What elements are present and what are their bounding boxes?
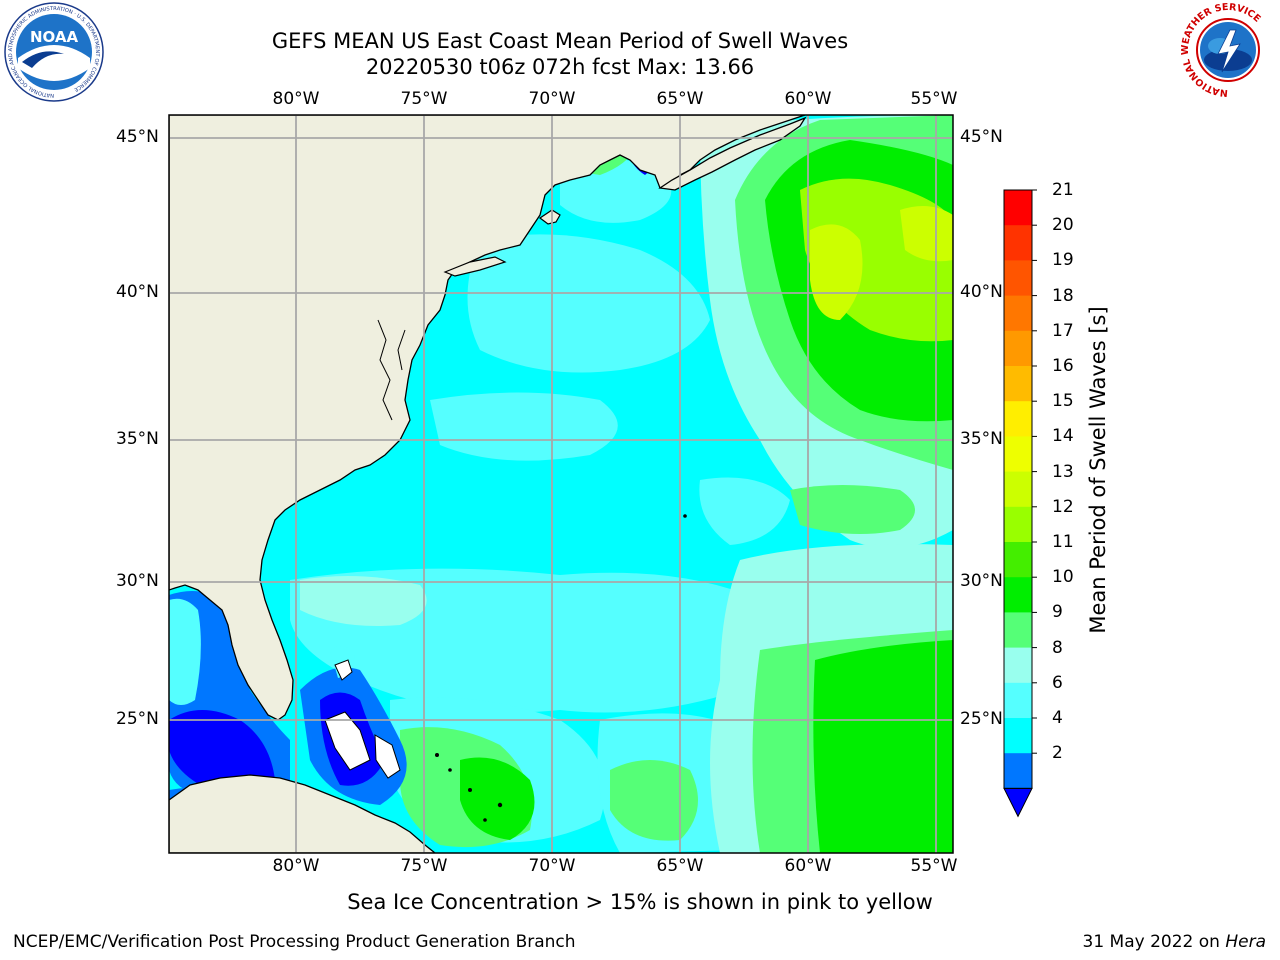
lon-label-top-65w: 65°W: [656, 89, 704, 109]
colorbar-segment: [1004, 753, 1032, 789]
footer-credit: NCEP/EMC/Verification Post Processing Pr…: [13, 932, 576, 952]
chesapeake-bay: [377, 319, 406, 421]
lat-label-left-30n: 30°N: [116, 571, 159, 591]
lat-label-right-35n: 35°N: [960, 429, 1003, 449]
colorbar-tick-label: 2: [1052, 743, 1063, 764]
period-band-12-13: [810, 206, 953, 320]
colorbar-tick-label: 6: [1052, 672, 1063, 693]
colorbar-segment: [1004, 401, 1032, 437]
lon-label-top-80w: 80°W: [272, 89, 320, 109]
colorbar-tick-label: 4: [1052, 708, 1063, 728]
colorbar-segment: [1004, 506, 1032, 543]
lat-label-right-45n: 45°N: [960, 127, 1003, 147]
lon-label-top-60w: 60°W: [784, 89, 832, 109]
footer-machine: Hera: [1225, 932, 1266, 952]
map-subtitle: 20220530 t06z 072h fcst Max: 13.66: [365, 55, 755, 79]
lat-label-right-40n: 40°N: [960, 282, 1003, 302]
colorbar-tick-label: 21: [1052, 180, 1074, 200]
colorbar-segment: [1004, 436, 1032, 473]
colorbar-segment: [1004, 366, 1032, 402]
colorbar-tick-label: 10: [1052, 567, 1074, 588]
colorbar-tick-label: 18: [1052, 285, 1074, 306]
cuba: [169, 774, 437, 853]
colorbar-tick-label: 8: [1052, 637, 1063, 658]
colorbar: [1003, 189, 1037, 818]
colorbar-segment: [1004, 682, 1032, 719]
graticule: [169, 115, 953, 853]
colorbar-tick-label: 13: [1052, 461, 1074, 482]
map-frame: [168, 114, 954, 854]
lon-label-bottom-55w: 55°W: [910, 856, 958, 876]
lon-label-top-70w: 70°W: [528, 89, 576, 109]
bahamas: [324, 659, 401, 779]
colorbar-segment: [1004, 190, 1032, 226]
lon-label-top-75w: 75°W: [400, 89, 448, 109]
lat-label-left-25n: 25°N: [116, 709, 159, 729]
lon-label-bottom-60w: 60°W: [784, 856, 832, 876]
sea-ice-note: Sea Ice Concentration > 15% is shown in …: [347, 890, 933, 914]
lat-label-right-25n: 25°N: [960, 709, 1003, 729]
nova-scotia: [658, 116, 807, 191]
colorbar-segment: [1004, 718, 1032, 754]
colorbar-tick-label: 20: [1052, 215, 1074, 236]
lon-label-bottom-80w: 80°W: [272, 856, 320, 876]
lon-label-bottom-75w: 75°W: [400, 856, 448, 876]
lat-label-left-35n: 35°N: [116, 429, 159, 449]
colorbar-tick-label: 19: [1052, 250, 1074, 271]
colorbar-segment: [1004, 577, 1032, 613]
colorbar-tick-label: 9: [1052, 602, 1063, 623]
lat-label-right-30n: 30°N: [960, 571, 1003, 591]
nws-logo: NATIONAL WEATHER SERVICE: [1180, 2, 1275, 98]
colorbar-label: Mean Period of Swell Waves [s]: [1086, 306, 1110, 634]
north-america-landmass: [169, 115, 806, 721]
footer-date-text: 31 May 2022 on: [1082, 932, 1220, 952]
footer-date: 31 May 2022 on Hera: [1083, 932, 1267, 952]
colorbar-tick-label: 17: [1052, 320, 1074, 341]
colorbar-frame: [1003, 189, 1033, 789]
noaa-logo-text: NOAA: [30, 28, 79, 46]
colorbar-segment: [1004, 647, 1032, 684]
colorbar-tick-label: 16: [1052, 356, 1074, 376]
lon-label-bottom-65w: 65°W: [656, 856, 704, 876]
cape-cod: [538, 209, 561, 225]
map-title: GEFS MEAN US East Coast Mean Period of S…: [271, 29, 849, 53]
colorbar-segment: [1004, 542, 1032, 578]
colorbar-segment: [1004, 471, 1032, 508]
noaa-logo: NOAA NATIONAL OCEANIC AND ATMOSPHERIC AD…: [4, 2, 104, 102]
lat-label-left-40n: 40°N: [116, 282, 159, 302]
lon-label-bottom-70w: 70°W: [528, 856, 576, 876]
colorbar-segment: [1004, 330, 1032, 367]
lon-label-top-55w: 55°W: [910, 89, 958, 109]
colorbar-segment: [1004, 612, 1032, 649]
colorbar-under-arrow: [1003, 787, 1033, 818]
colorbar-segment: [1004, 260, 1032, 297]
long-island: [443, 256, 507, 277]
colorbar-segment: [1004, 225, 1032, 261]
caribbean-islands: [435, 514, 687, 822]
colorbar-tick-label: 11: [1052, 532, 1074, 552]
colorbar-tick-label: 12: [1052, 496, 1074, 517]
colorbar-tick-label: 14: [1052, 426, 1074, 447]
colorbar-segment: [1004, 295, 1032, 332]
colorbar-tick-label: 15: [1052, 391, 1074, 412]
lat-label-left-45n: 45°N: [116, 127, 159, 147]
